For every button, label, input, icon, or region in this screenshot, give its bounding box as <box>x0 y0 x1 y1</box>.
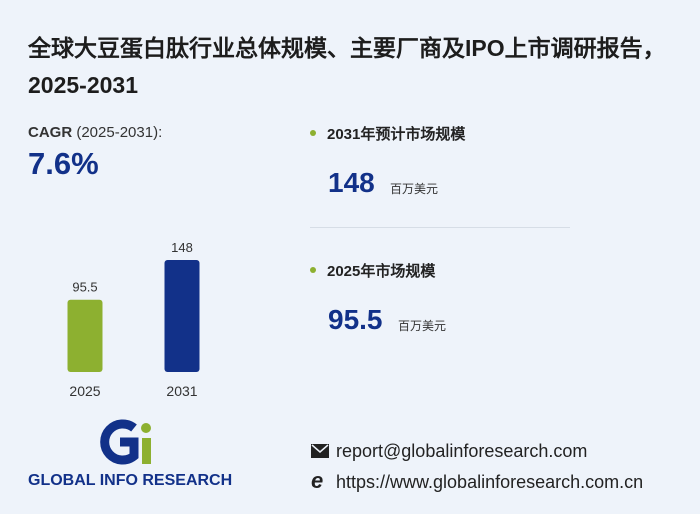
cagr-label: CAGR (2025-2031): <box>28 124 162 141</box>
bullet <box>310 267 316 273</box>
bar <box>67 299 103 372</box>
title: 全球大豆蛋白肽行业总体规模、主要厂商及IPO上市调研报告，2025-2031 <box>28 35 666 98</box>
stat-value: 95.5 <box>328 304 383 335</box>
divider <box>310 227 570 228</box>
bullet <box>310 130 316 136</box>
value-label: 95.5 <box>72 280 97 295</box>
logo-text: GLOBAL INFO RESEARCH <box>28 472 233 489</box>
cagr-period: (2025-2031): <box>76 124 163 141</box>
website: https://www.globalinforesearch.com.cn <box>336 472 644 492</box>
web-icon: e <box>311 468 324 493</box>
bar-chart: 95.5 2025 148 2031 <box>67 240 200 399</box>
email: report@globalinforesearch.com <box>336 441 588 461</box>
bar <box>164 260 200 372</box>
logo-dot <box>141 423 151 433</box>
value-label: 148 <box>171 240 193 255</box>
logo-g <box>100 419 139 465</box>
cagr-name: CAGR <box>28 124 73 141</box>
email-icon <box>311 444 329 458</box>
x-tick-label: 2031 <box>166 383 197 399</box>
stat-value: 148 <box>328 167 375 198</box>
stat-label: 2025年市场规模 <box>327 263 436 280</box>
logo-i <box>142 438 151 464</box>
stat-unit: 百万美元 <box>398 319 447 333</box>
logo-emblem <box>100 419 151 465</box>
x-tick-label: 2025 <box>69 383 100 399</box>
cagr-value: 7.6% <box>28 146 99 181</box>
stat-label: 2031年预计市场规模 <box>327 126 466 143</box>
stat-unit: 百万美元 <box>390 182 439 196</box>
